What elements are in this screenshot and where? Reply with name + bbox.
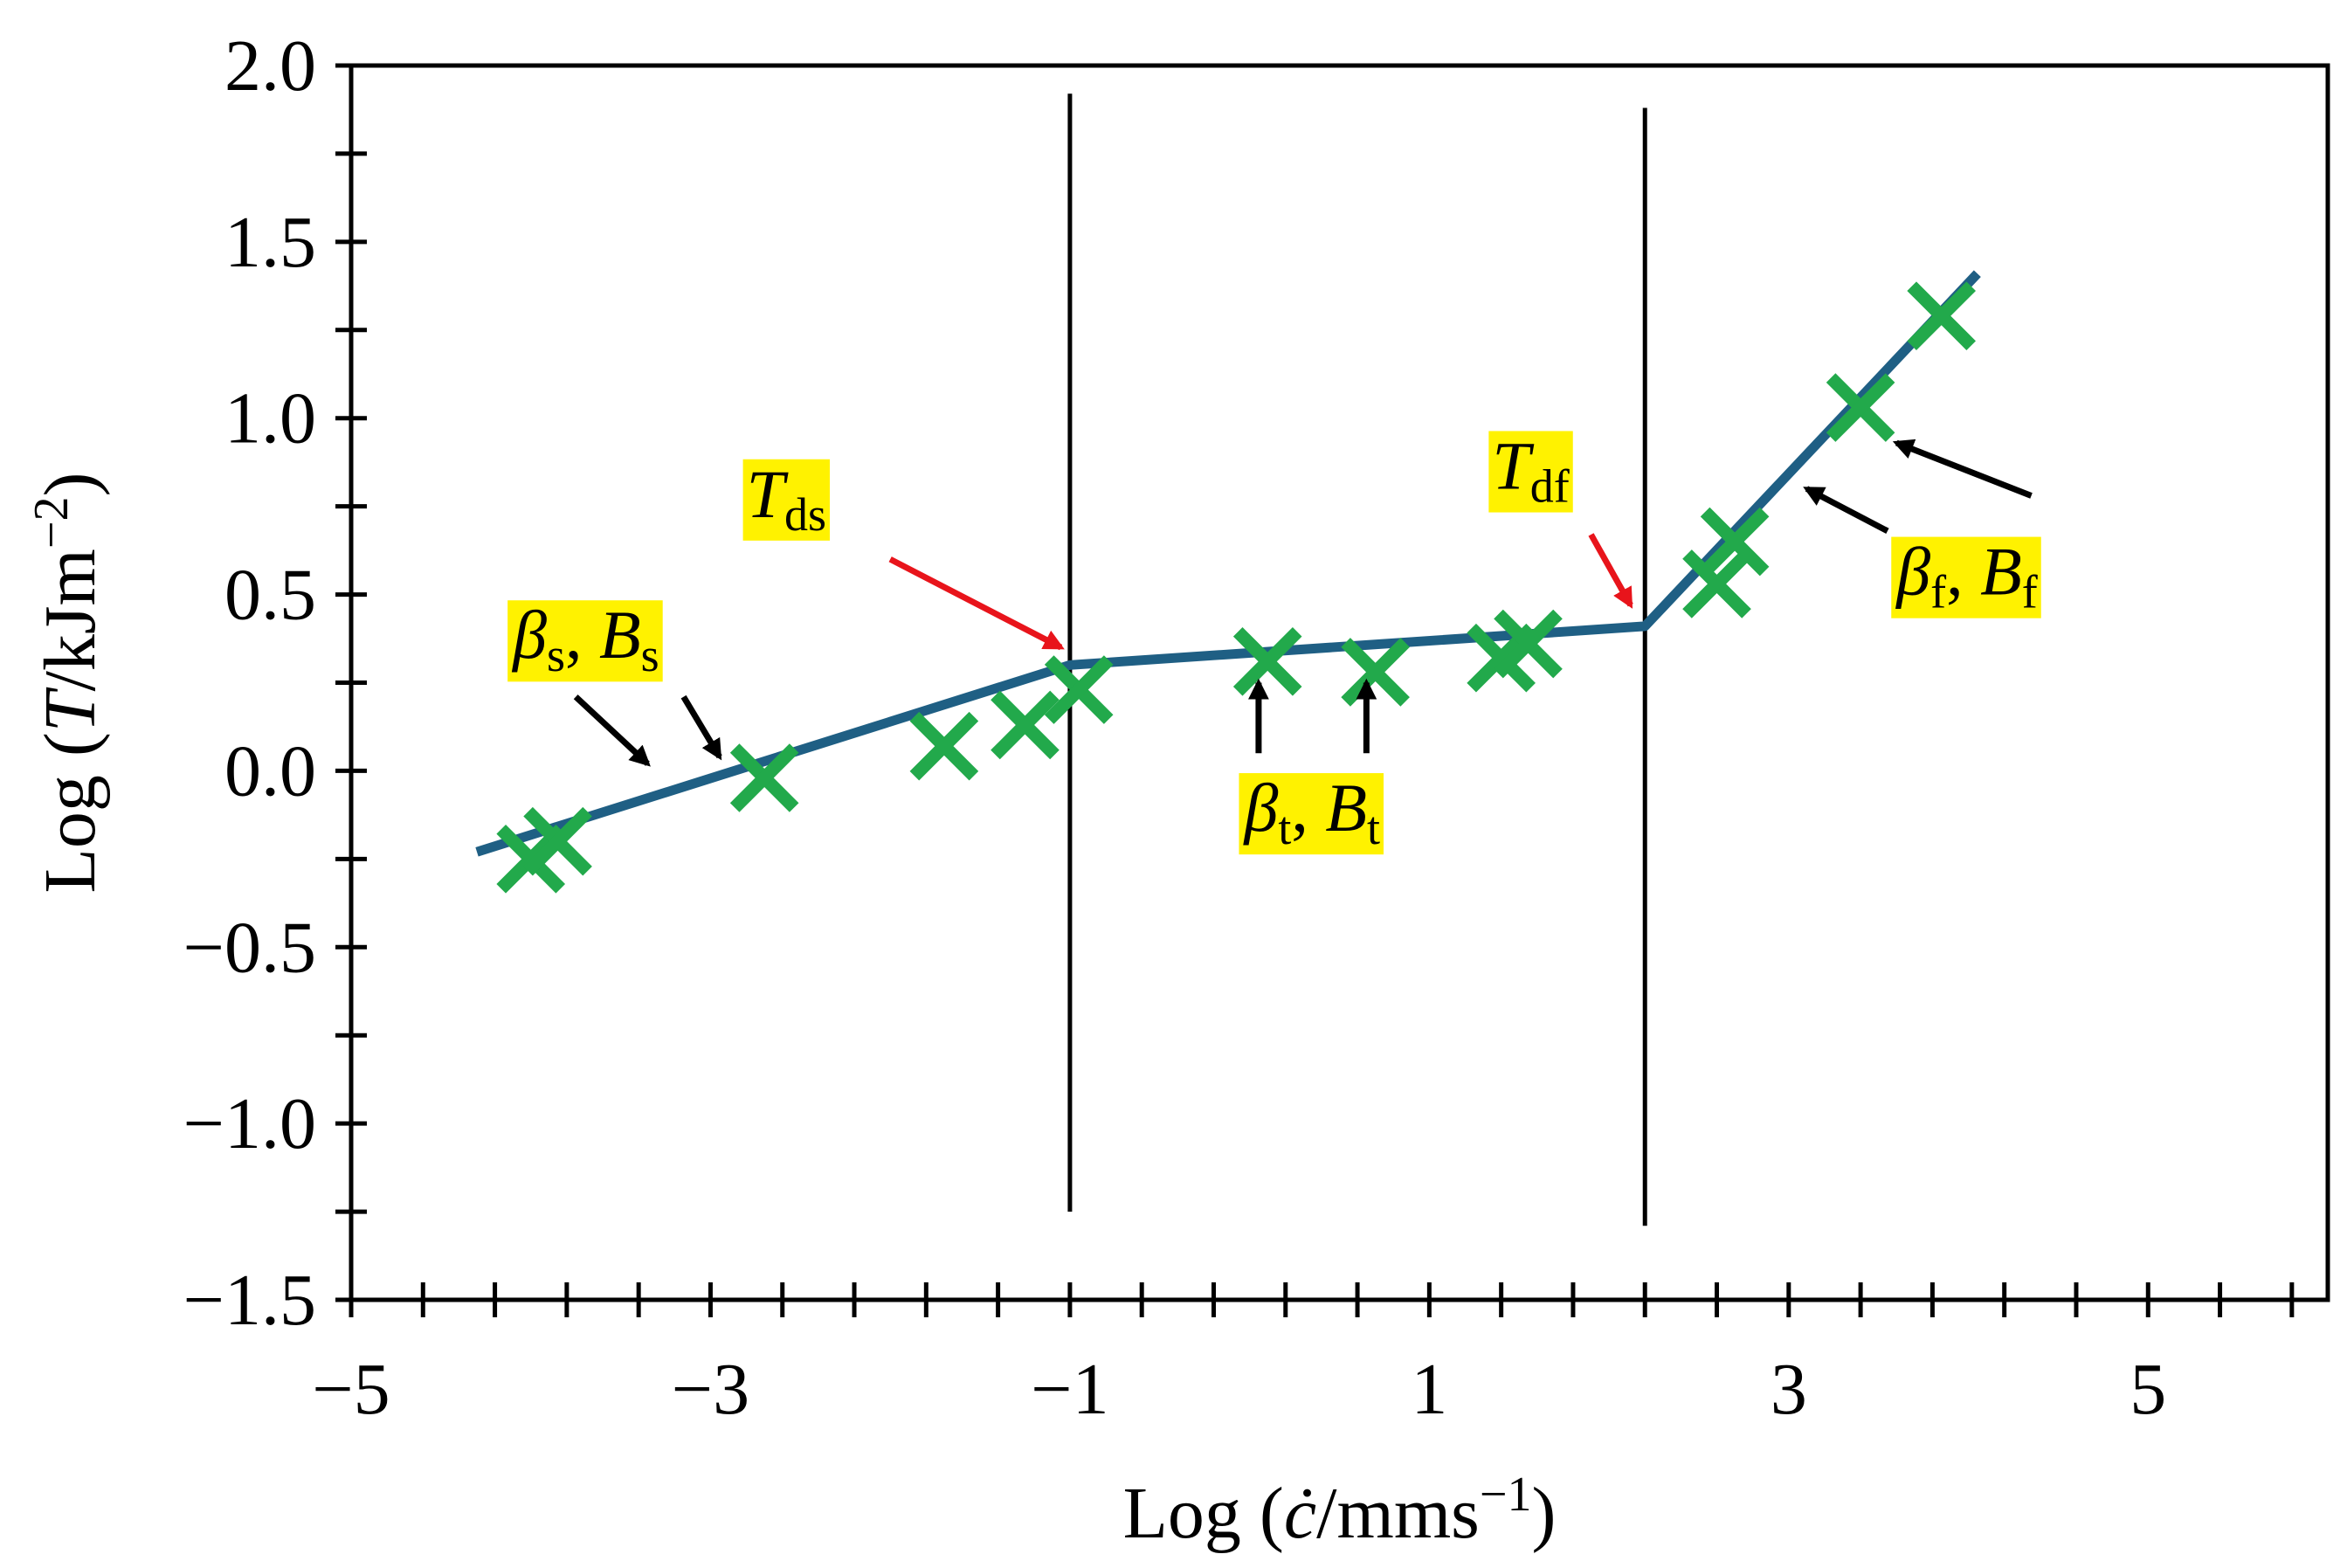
- data-point: [1826, 373, 1895, 442]
- annotation-tds-highlight: [742, 459, 831, 541]
- annotation-bs-part: s: [641, 629, 659, 681]
- data-point: [909, 711, 979, 781]
- x-axis-title-part: /mms: [1316, 1473, 1480, 1554]
- y-tick-label: 2.0: [224, 25, 316, 107]
- data-point: [1341, 638, 1410, 707]
- annotation-bf-arrow: [1892, 439, 2033, 499]
- x-tick-label: 1: [1411, 1349, 1447, 1430]
- annotation-tdf-text: Tdf: [1492, 427, 1569, 512]
- annotation-tds-part: ds: [784, 488, 826, 541]
- annotation-tdf-part: T: [1492, 427, 1534, 503]
- data-point: [523, 806, 592, 876]
- data-point-stroke: [523, 806, 592, 876]
- x-axis-title: Log (ċ/mms−1): [1123, 1468, 1557, 1554]
- annotation-bf: βf, Bf: [1891, 534, 2041, 618]
- annotation-bs-arrow: [680, 694, 722, 761]
- y-axis-title-part: T: [30, 687, 111, 732]
- data-point-stroke: [1494, 609, 1563, 679]
- data-point-stroke: [909, 711, 979, 781]
- data-point-stroke: [1044, 655, 1114, 724]
- data-point: [1682, 549, 1751, 618]
- annotation-tdf-highlight: [1488, 431, 1573, 513]
- annotation-tds-text: Tds: [747, 456, 826, 541]
- annotation-tds-arrow: [888, 556, 1065, 651]
- data-point: [729, 743, 799, 812]
- annotation-bf-part: β: [1895, 534, 1930, 610]
- y-axis-title-part: ): [30, 473, 111, 497]
- y-tick-label: 0.5: [224, 555, 316, 636]
- data-point-stroke: [1341, 638, 1410, 707]
- data-point-stroke: [1907, 281, 1976, 350]
- annotation-bt-part: β: [1242, 770, 1278, 846]
- annotation-bf-part: ,: [1946, 534, 1980, 610]
- data-point: [1907, 281, 1976, 350]
- y-tick-label: 1.5: [224, 202, 316, 283]
- y-tick-label: −1.0: [183, 1083, 316, 1164]
- x-axis-title-part: ): [1531, 1473, 1556, 1554]
- annotation-bs-part: β: [511, 597, 547, 673]
- annotation-bs: βs, Bs: [507, 597, 663, 682]
- annotation-bs-part: ,: [565, 597, 599, 673]
- data-point-stroke: [1826, 373, 1895, 442]
- data-point-stroke: [1682, 549, 1751, 618]
- y-tick-label: 1.0: [224, 378, 316, 459]
- data-point: [1232, 626, 1302, 696]
- data-point-stroke: [1700, 507, 1770, 577]
- annotation-tdf-arrow: [1588, 533, 1633, 609]
- annotation-bt-text: βt, Bt: [1242, 770, 1380, 854]
- x-tick-label: 3: [1771, 1349, 1807, 1430]
- annotation-bs-highlight: [507, 600, 663, 682]
- data-point: [991, 690, 1060, 760]
- y-tick-label: 0.0: [224, 730, 316, 812]
- annotation-bf-part: B: [1980, 534, 2022, 610]
- plot-frame: [349, 63, 2330, 1302]
- data-point: [1044, 655, 1114, 724]
- annotation-bt-part: B: [1325, 770, 1367, 846]
- annotation-tdf-part: df: [1530, 460, 1570, 513]
- y-axis-title: Log (T/kJm−2): [24, 473, 111, 894]
- y-axis-title-part: −2: [24, 497, 79, 549]
- annotation-bf-text: βf, Bf: [1895, 534, 2038, 618]
- annotation-bs-text: βs, Bs: [511, 597, 659, 681]
- x-tick-label: −5: [312, 1349, 390, 1430]
- x-tick-label: −1: [1031, 1349, 1108, 1430]
- x-axis-title-part: ċ: [1284, 1473, 1316, 1554]
- annotation-bf-part: f: [2022, 566, 2038, 618]
- data-point: [1700, 507, 1770, 577]
- annotation-tdf: Tdf: [1488, 427, 1573, 513]
- annotation-bs-part: B: [599, 597, 641, 673]
- annotation-bt-part: t: [1367, 802, 1380, 854]
- x-axis-title-part: −1: [1480, 1468, 1532, 1522]
- annotation-tds-part: T: [747, 456, 789, 532]
- data-point: [1494, 609, 1563, 679]
- x-tick-label: 5: [2130, 1349, 2166, 1430]
- annotation-bf-highlight: [1891, 536, 2041, 618]
- annotation-bt-part: t: [1278, 802, 1291, 854]
- annotation-tds: Tds: [742, 456, 831, 541]
- data-point-stroke: [729, 743, 799, 812]
- annotation-bs-arrow: [573, 694, 651, 767]
- annotation-bf-arrow: [1803, 486, 1889, 535]
- y-axis-title-part: Log (: [30, 732, 111, 893]
- annotation-bt-highlight: [1239, 773, 1384, 855]
- annotation-bf-part: f: [1930, 566, 1946, 618]
- data-point-stroke: [991, 690, 1060, 760]
- x-axis-title-part: Log (: [1123, 1473, 1284, 1554]
- x-tick-label: −3: [672, 1349, 749, 1430]
- y-axis-title-part: /kJm: [30, 549, 111, 691]
- annotation-bs-part: s: [547, 629, 565, 681]
- annotation-bt-part: ,: [1291, 770, 1325, 846]
- data-point-stroke: [1232, 626, 1302, 696]
- annotation-bt: βt, Bt: [1239, 770, 1384, 855]
- y-tick-label: −1.5: [183, 1260, 316, 1341]
- y-tick-label: −0.5: [183, 907, 316, 988]
